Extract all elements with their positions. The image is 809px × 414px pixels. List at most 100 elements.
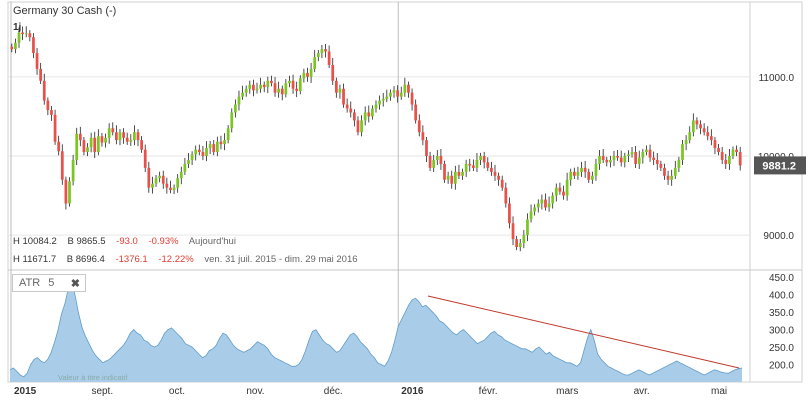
candle-body	[486, 162, 490, 168]
candle-body	[706, 132, 710, 137]
candle-body	[598, 156, 601, 164]
candle-body	[273, 83, 277, 93]
candle-body	[356, 120, 360, 133]
candle-body	[298, 78, 302, 92]
candle-body	[446, 175, 450, 180]
candle-body	[10, 46, 14, 50]
candle-body	[331, 64, 335, 81]
candle-body	[266, 80, 270, 88]
candle-body	[352, 112, 356, 121]
atr-param: 5	[48, 277, 55, 289]
candle-body	[89, 137, 93, 148]
candle-body	[432, 159, 436, 168]
candle-body	[536, 203, 540, 208]
today-label: Aujourd'hui	[188, 236, 236, 247]
candle-body	[158, 175, 162, 179]
candle-body	[179, 171, 183, 179]
candle-body	[457, 171, 461, 176]
candle-body	[313, 57, 317, 69]
candle-body	[35, 53, 39, 69]
candle-body	[316, 53, 320, 58]
candle-body	[425, 140, 428, 156]
atr-trend-line	[427, 295, 740, 369]
candle-body	[39, 68, 43, 81]
candle-body	[151, 183, 154, 188]
candle-body	[205, 148, 208, 156]
candle-body	[407, 84, 410, 93]
candle-body	[691, 120, 695, 133]
candle-body	[46, 100, 50, 111]
atr-tick-label: 400.0	[769, 291, 794, 302]
candle-body	[75, 133, 79, 160]
candle-body	[569, 171, 573, 180]
candle-body	[187, 159, 190, 164]
x-tick-label: déc.	[324, 386, 343, 397]
atr-line	[9, 279, 743, 378]
candle-body	[709, 136, 713, 141]
candle-body	[576, 171, 580, 176]
candle-body	[147, 167, 151, 188]
candle-body	[652, 157, 656, 160]
candle-body	[497, 175, 500, 180]
range-low: B 8696.4	[66, 254, 105, 265]
candle-body	[367, 112, 371, 117]
candle-body	[143, 149, 147, 168]
candle-body	[389, 92, 392, 97]
candle-body	[428, 156, 432, 168]
candle-body	[381, 99, 385, 101]
candle-body	[14, 42, 17, 50]
candle-body	[471, 165, 475, 168]
candle-body	[42, 80, 46, 101]
atr-indicator-box[interactable]: ATR 5 ✖	[12, 274, 86, 292]
candle-body	[565, 179, 569, 196]
candle-body	[284, 83, 288, 95]
candle-body	[634, 152, 637, 164]
x-tick-label: mars	[556, 386, 578, 397]
candle-body	[291, 80, 295, 89]
candle-body	[464, 163, 468, 172]
candle-body	[558, 187, 562, 192]
x-tick-label: sept.	[91, 386, 113, 397]
candle-body	[111, 128, 115, 133]
candle-body	[324, 49, 327, 52]
candle-body	[262, 84, 266, 88]
x-tick-label: 2015	[14, 386, 37, 397]
close-icon[interactable]: ✖	[70, 277, 80, 290]
period-selector[interactable]: 1j	[13, 22, 22, 33]
candle-body	[399, 92, 403, 97]
candle-body	[230, 112, 234, 129]
atr-tick-label: 350.0	[769, 308, 794, 319]
candle-body	[616, 156, 619, 158]
candle-body	[363, 112, 367, 121]
candle-body	[223, 140, 226, 145]
candle-body	[587, 171, 591, 180]
candle-body	[731, 149, 735, 156]
candle-body	[562, 191, 565, 196]
candle-body	[461, 171, 464, 176]
candle-body	[334, 80, 338, 93]
candle-body	[50, 110, 53, 115]
today-high: H 10084.2	[13, 236, 57, 247]
candle-body	[190, 154, 194, 160]
candle-body	[511, 223, 515, 240]
candle-body	[645, 149, 648, 153]
candle-body	[24, 33, 28, 35]
candle-body	[93, 137, 97, 153]
candle-body	[479, 156, 482, 160]
candle-body	[53, 114, 57, 142]
candle-body	[500, 179, 504, 188]
candle-body	[590, 175, 594, 180]
stats-range-row: H 11671.7 B 8696.4 -1376.1 -12.22% ven. …	[13, 254, 366, 265]
candle-body	[309, 68, 313, 77]
candle-body	[612, 156, 616, 160]
candle-body	[508, 203, 511, 224]
candle-body	[96, 136, 100, 153]
indicative-note: Valeur à titre indicatif	[58, 373, 128, 382]
range-label: ven. 31 juil. 2015 - dim. 29 mai 2016	[204, 254, 358, 265]
candle-body	[320, 49, 324, 54]
candle-body	[728, 156, 731, 164]
candle-body	[122, 132, 125, 138]
candle-body	[713, 140, 717, 149]
candle-body	[677, 159, 681, 168]
